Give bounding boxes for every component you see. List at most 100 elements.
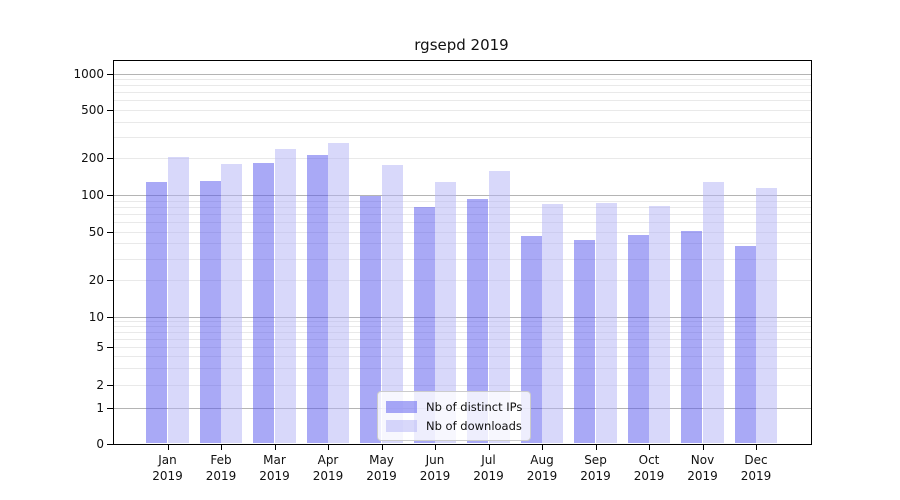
x-tick-month: Jan bbox=[158, 452, 177, 467]
gridline-minor-6 bbox=[113, 339, 811, 340]
x-tick-oct bbox=[649, 444, 650, 450]
gridline-minor-80 bbox=[113, 207, 811, 208]
gridline-major-100 bbox=[113, 195, 811, 196]
y-tick-label-2: 2 bbox=[96, 378, 104, 392]
x-tick-label-jan: Jan 2019 bbox=[140, 452, 196, 484]
x-tick-year: 2019 bbox=[580, 468, 611, 483]
x-tick-jun bbox=[435, 444, 436, 450]
legend-label-downloads: Nb of downloads bbox=[426, 418, 522, 433]
x-tick-label-aug: Aug 2019 bbox=[514, 452, 570, 484]
y-tick-label-50: 50 bbox=[88, 224, 104, 239]
x-tick-label-jun: Jun 2019 bbox=[407, 452, 463, 484]
bar-downloads-feb bbox=[221, 163, 243, 444]
x-tick-aug bbox=[542, 444, 543, 450]
bar-downloads-aug bbox=[542, 203, 564, 444]
x-tick-label-apr: Apr 2019 bbox=[300, 452, 356, 484]
gridline-minor-900 bbox=[113, 79, 811, 80]
y-tick-500 bbox=[106, 110, 113, 112]
gridline-minor-20 bbox=[113, 280, 811, 281]
x-tick-mar bbox=[274, 444, 276, 450]
y-tick-label-20: 20 bbox=[88, 272, 104, 287]
y-tick-label-10: 10 bbox=[88, 309, 104, 324]
bar-downloads-nov bbox=[702, 182, 724, 444]
gridline-minor-400 bbox=[113, 122, 811, 123]
legend-entry-distinct-ips: Nb of distinct IPs bbox=[386, 397, 522, 416]
legend: Nb of distinct IPs Nb of downloads bbox=[377, 391, 532, 441]
gridline-minor-50 bbox=[113, 232, 811, 233]
x-tick-label-sep: Sep 2019 bbox=[568, 452, 624, 484]
x-tick-month: Aug bbox=[530, 452, 554, 467]
y-tick-200 bbox=[106, 158, 113, 160]
gridline-minor-60 bbox=[113, 222, 811, 223]
x-tick-label-feb: Feb 2019 bbox=[193, 452, 249, 484]
gridline-minor-700 bbox=[113, 92, 811, 93]
x-tick-apr bbox=[328, 444, 329, 450]
y-tick-label-100: 100 bbox=[81, 188, 104, 202]
x-tick-label-dec: Dec 2019 bbox=[728, 452, 784, 484]
x-tick-jan bbox=[167, 444, 169, 450]
bar-downloads-mar bbox=[274, 149, 296, 444]
x-tick-label-may: May 2019 bbox=[354, 452, 410, 484]
bar-distinct-ips-jun bbox=[413, 206, 435, 444]
x-axis-line bbox=[112, 443, 812, 445]
legend-label-distinct-ips: Nb of distinct IPs bbox=[426, 399, 523, 414]
x-tick-jul bbox=[488, 444, 490, 450]
y-tick-label-500: 500 bbox=[81, 103, 104, 118]
y-tick-100 bbox=[106, 195, 113, 196]
gridline-minor-300 bbox=[113, 137, 811, 138]
gridline-major-10 bbox=[113, 317, 811, 318]
x-tick-year: 2019 bbox=[152, 468, 183, 483]
y-tick-2 bbox=[106, 385, 113, 386]
gridline-minor-5 bbox=[113, 347, 811, 348]
bar-distinct-ips-feb bbox=[199, 180, 221, 444]
x-tick-year: 2019 bbox=[312, 468, 344, 483]
legend-swatch-distinct-ips bbox=[386, 400, 417, 413]
bar-distinct-ips-sep bbox=[574, 239, 596, 444]
x-tick-year: 2019 bbox=[259, 468, 290, 483]
x-tick-month: Feb bbox=[210, 452, 232, 467]
gridline-minor-90 bbox=[113, 201, 811, 202]
gridline-minor-4 bbox=[113, 356, 811, 357]
x-tick-year: 2019 bbox=[526, 468, 558, 483]
gridline-minor-8 bbox=[113, 326, 811, 327]
x-tick-dec bbox=[756, 444, 757, 450]
y-tick-label-5: 5 bbox=[96, 340, 104, 354]
y-tick-label-0: 0 bbox=[96, 436, 104, 451]
x-tick-year: 2019 bbox=[740, 468, 772, 483]
x-tick-label-nov: Nov 2019 bbox=[675, 452, 731, 484]
x-tick-month: Sep bbox=[584, 452, 607, 467]
x-tick-label-jul: Jul 2019 bbox=[461, 452, 517, 484]
gridline-minor-800 bbox=[113, 85, 811, 86]
x-tick-month: Nov bbox=[690, 452, 715, 467]
y-tick-5 bbox=[106, 347, 113, 348]
y-tick-label-200: 200 bbox=[81, 151, 104, 166]
x-tick-year: 2019 bbox=[633, 468, 665, 483]
gridline-minor-600 bbox=[113, 100, 811, 101]
y-axis-line bbox=[112, 60, 114, 445]
x-tick-may bbox=[381, 444, 383, 450]
y-tick-20 bbox=[106, 279, 113, 281]
x-tick-year: 2019 bbox=[205, 468, 237, 483]
x-tick-month: Mar bbox=[263, 452, 286, 467]
gridline-minor-3 bbox=[113, 368, 811, 369]
gridline-minor-9 bbox=[113, 321, 811, 322]
gridline-major-1000 bbox=[113, 74, 811, 75]
gridline-minor-500 bbox=[113, 110, 811, 111]
x-tick-month: Jun bbox=[425, 452, 445, 467]
x-tick-month: Apr bbox=[317, 452, 339, 467]
x-tick-month: May bbox=[369, 452, 394, 467]
bar-distinct-ips-mar bbox=[253, 163, 275, 444]
bar-downloads-jan bbox=[167, 157, 189, 444]
gridline-minor-30 bbox=[113, 259, 811, 260]
x-tick-label-oct: Oct 2019 bbox=[621, 452, 677, 484]
y-tick-label-1000: 1000 bbox=[73, 66, 104, 81]
bar-distinct-ips-nov bbox=[681, 230, 703, 444]
x-tick-month: Dec bbox=[744, 452, 768, 467]
bar-distinct-ips-dec bbox=[734, 246, 756, 444]
x-tick-sep bbox=[595, 444, 597, 450]
legend-swatch-downloads bbox=[386, 419, 417, 432]
y-tick-1000 bbox=[106, 73, 113, 75]
y-tick-label-1: 1 bbox=[96, 401, 104, 415]
